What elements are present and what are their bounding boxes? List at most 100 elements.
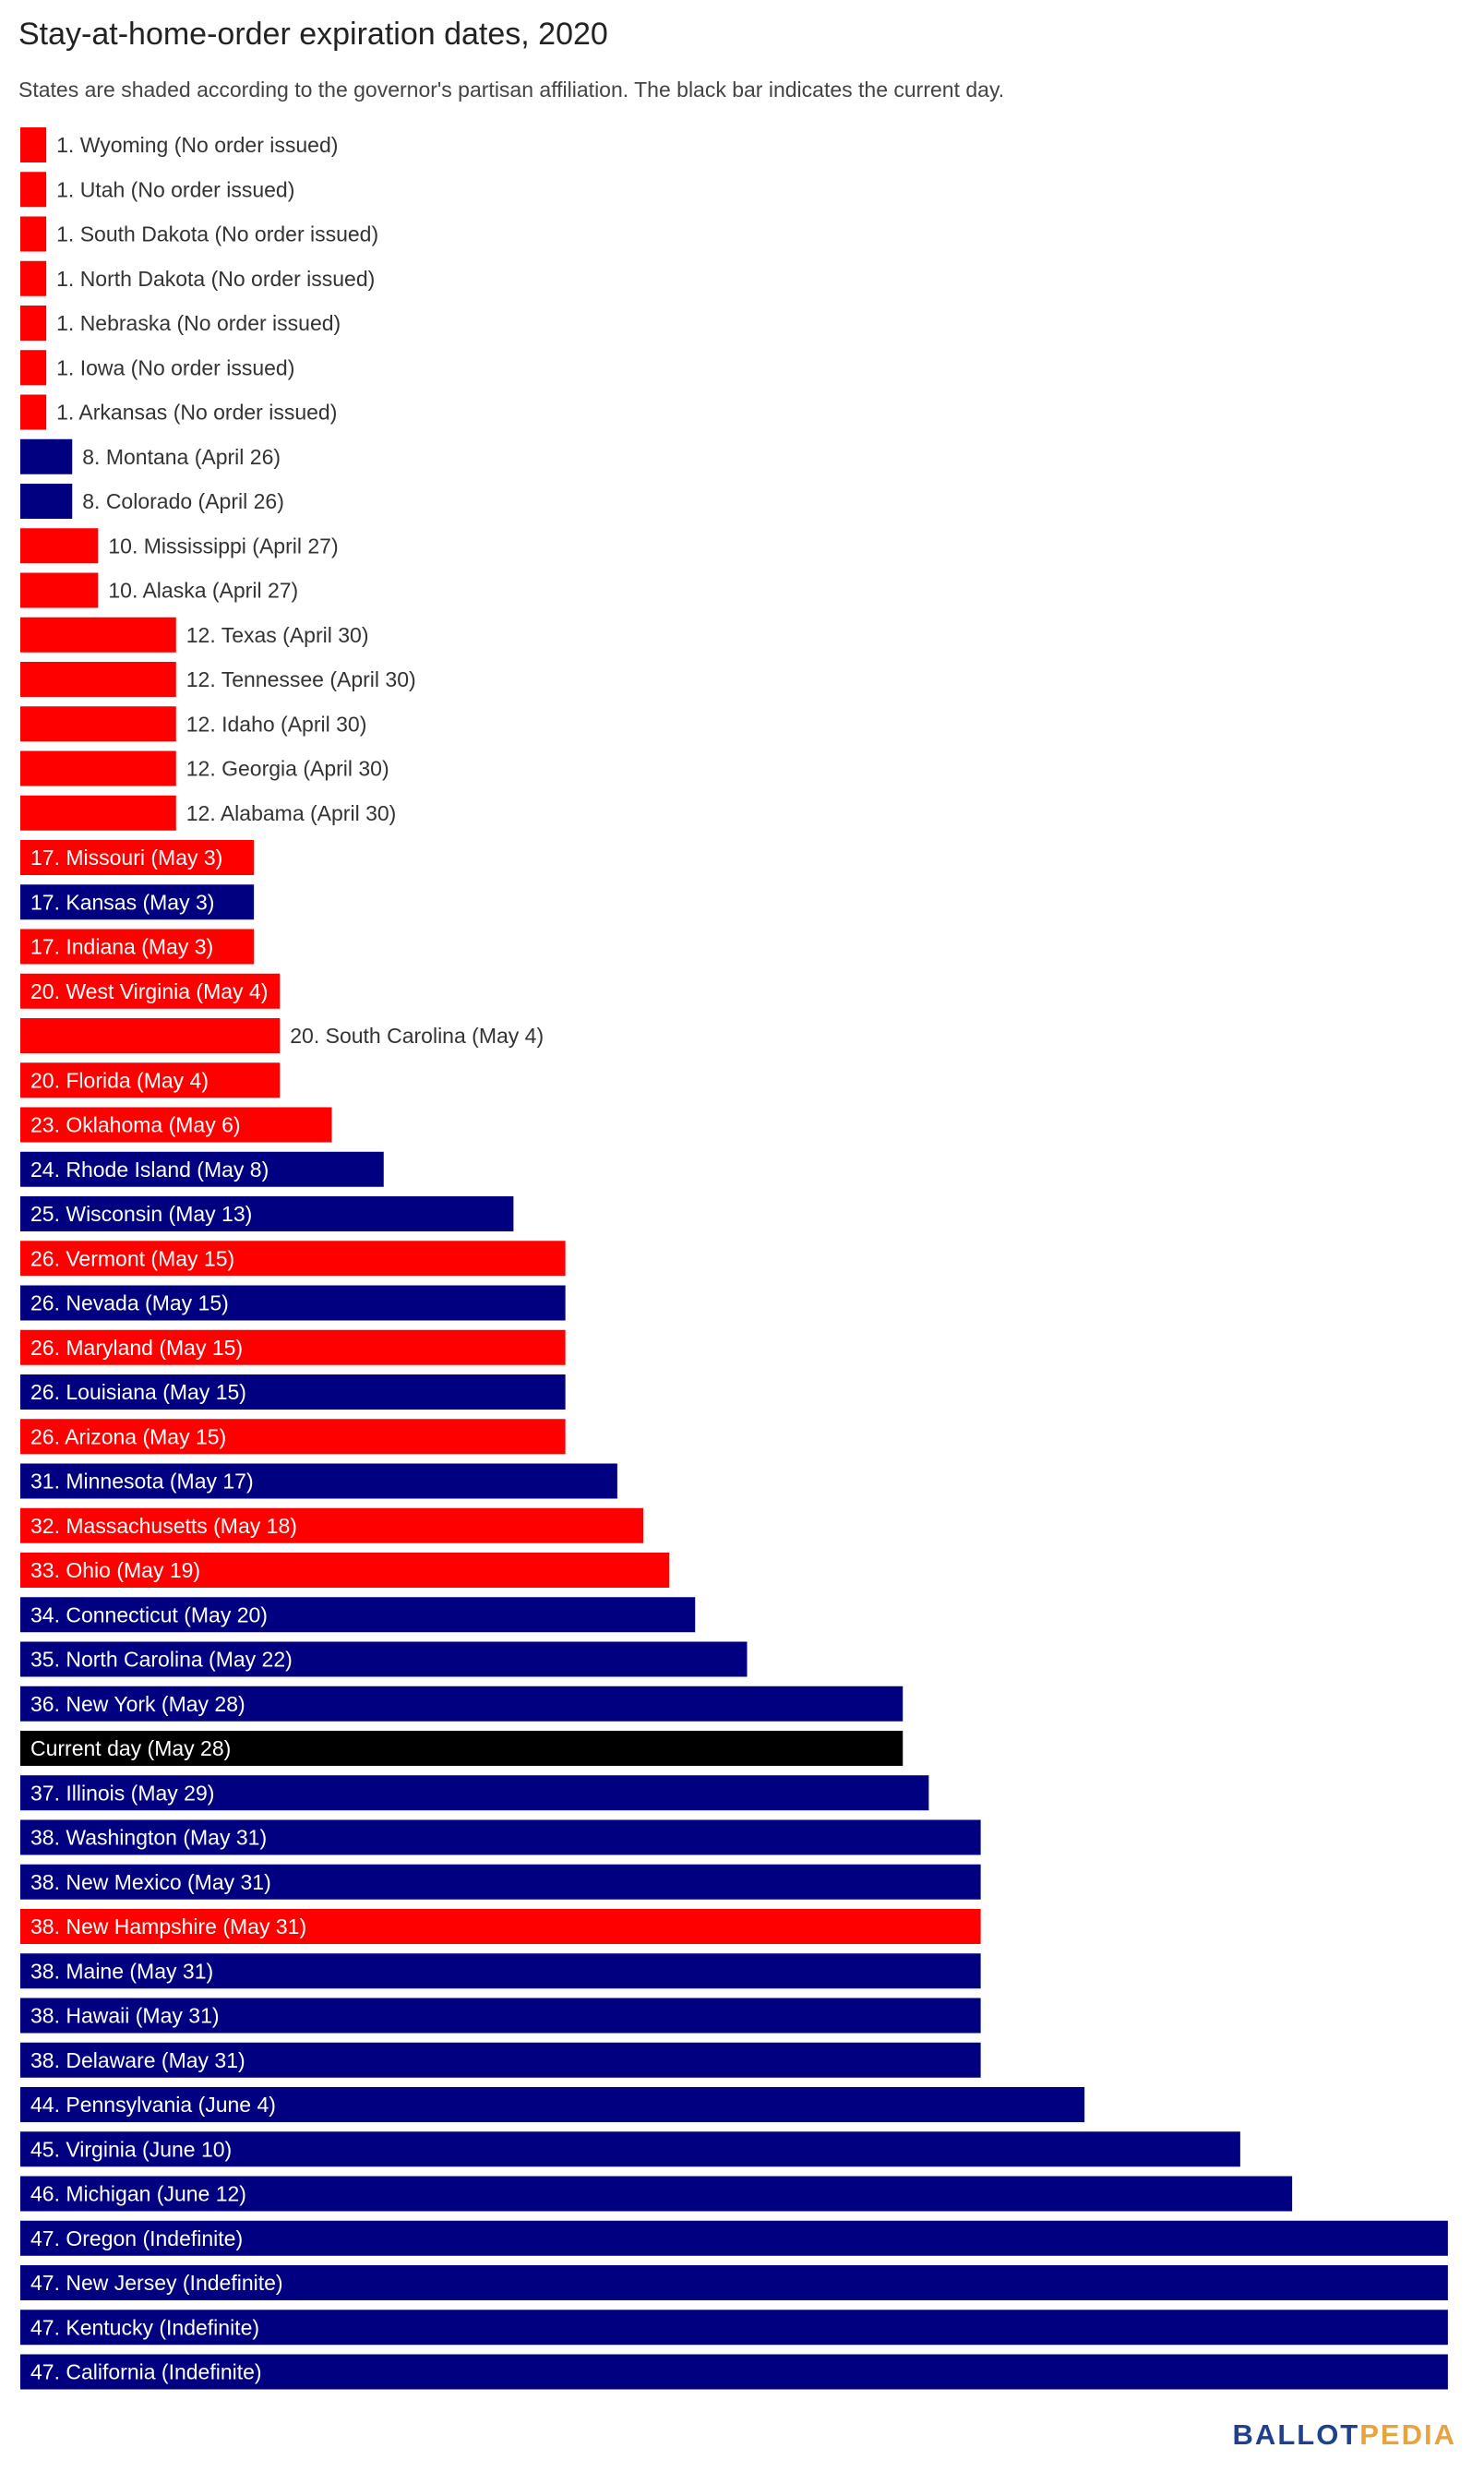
bar-label: 1. Arkansas (No order issued) — [56, 401, 337, 425]
bar-label: 38. Maine (May 31) — [30, 1959, 213, 1983]
bar — [20, 1775, 929, 1811]
bar-label: 1. Wyoming (No order issued) — [56, 133, 338, 157]
bar — [20, 127, 47, 162]
bar-label: 26. Nevada (May 15) — [30, 1291, 229, 1315]
bar — [20, 2354, 1448, 2390]
bar-label: 10. Mississippi (April 27) — [108, 534, 338, 558]
bar — [20, 216, 47, 252]
bar-label: 33. Ohio (May 19) — [30, 1558, 200, 1582]
bar — [20, 973, 281, 1009]
bar-label: 1. North Dakota (No order issued) — [56, 267, 375, 291]
bar-label: 46. Michigan (June 12) — [30, 2182, 246, 2206]
bar-label: 31. Minnesota (May 17) — [30, 1470, 254, 1494]
bar — [20, 2131, 1240, 2167]
bar-label: 47. New Jersey (Indefinite) — [30, 2271, 283, 2295]
bar — [20, 572, 99, 608]
bar — [20, 1507, 643, 1543]
bar-label: 47. Oregon (Indefinite) — [30, 2226, 243, 2250]
bar — [20, 2310, 1448, 2346]
bar-label: 17. Missouri (May 3) — [30, 846, 222, 870]
bar — [20, 350, 47, 386]
bar — [20, 1998, 981, 2034]
bar — [20, 1062, 281, 1098]
bar-label: 12. Georgia (April 30) — [186, 757, 389, 781]
bar — [20, 1641, 748, 1677]
bar — [20, 172, 47, 208]
bar-label: 26. Louisiana (May 15) — [30, 1380, 246, 1404]
bar — [20, 1196, 514, 1231]
bar — [20, 528, 99, 564]
bar — [20, 706, 176, 742]
bar — [20, 1463, 617, 1499]
bar — [20, 1107, 332, 1143]
bar-label: 8. Colorado (April 26) — [82, 489, 284, 513]
bar — [20, 2176, 1293, 2212]
bar — [20, 617, 176, 653]
bar — [20, 1553, 670, 1588]
bar-label: 26. Maryland (May 15) — [30, 1336, 243, 1360]
bar — [20, 2220, 1448, 2256]
bar-label: 26. Vermont (May 15) — [30, 1246, 234, 1270]
bar — [20, 1285, 566, 1321]
bar-label: 1. Nebraska (No order issued) — [56, 311, 341, 335]
bar — [20, 840, 255, 875]
bar-label: 47. Kentucky (Indefinite) — [30, 2315, 259, 2339]
bar-label: 10. Alaska (April 27) — [108, 579, 298, 603]
bar-label: 8. Montana (April 26) — [82, 445, 281, 469]
bar — [20, 1419, 566, 1455]
bar — [20, 1597, 696, 1633]
bar-label: 32. Massachusetts (May 18) — [30, 1514, 297, 1538]
bar — [20, 1864, 981, 1900]
bar — [20, 394, 47, 430]
bar — [20, 884, 255, 920]
bar-label: 26. Arizona (May 15) — [30, 1424, 226, 1448]
bar-label: 12. Alabama (April 30) — [186, 801, 397, 825]
bar-label: 1. Iowa (No order issued) — [56, 355, 294, 379]
chart-title: Stay-at-home-order expiration dates, 202… — [18, 17, 608, 52]
bar-label: 23. Oklahoma (May 6) — [30, 1113, 241, 1137]
bar-label: 45. Virginia (June 10) — [30, 2137, 232, 2161]
bar — [20, 2265, 1448, 2300]
bar — [20, 1329, 566, 1365]
bar-label: 38. New Hampshire (May 31) — [30, 1914, 306, 1938]
bar — [20, 1018, 281, 1053]
bar-label: 12. Tennessee (April 30) — [186, 667, 416, 691]
bar — [20, 662, 176, 697]
bar-label: 20. Florida (May 4) — [30, 1068, 209, 1092]
bar — [20, 750, 176, 786]
logo-part2: PEDIA — [1359, 2418, 1456, 2451]
bar — [20, 2087, 1085, 2122]
bar — [20, 1151, 384, 1187]
bar — [20, 1819, 981, 1855]
bar-label: 38. Delaware (May 31) — [30, 2048, 245, 2072]
bar — [20, 1241, 566, 1277]
bar-label: 12. Texas (April 30) — [186, 623, 369, 647]
bar — [20, 1374, 566, 1410]
bar-label: 20. South Carolina (May 4) — [290, 1024, 544, 1048]
bar-label: 38. Hawaii (May 31) — [30, 2004, 220, 2028]
bar — [20, 2042, 981, 2078]
bar — [20, 306, 47, 341]
bar-label: 25. Wisconsin (May 13) — [30, 1202, 252, 1226]
bar-label: 37. Illinois (May 29) — [30, 1781, 214, 1805]
bar-label: 1. South Dakota (No order issued) — [56, 222, 378, 246]
bar — [20, 795, 176, 831]
bar-label: Current day (May 28) — [30, 1736, 231, 1760]
logo-part1: BALLOT — [1232, 2418, 1360, 2451]
bar — [20, 260, 47, 296]
bar-label: 38. Washington (May 31) — [30, 1826, 267, 1850]
bar-label: 34. Connecticut (May 20) — [30, 1602, 268, 1626]
current-day-bar — [20, 1731, 904, 1766]
bar-label: 44. Pennsylvania (June 4) — [30, 2093, 276, 2117]
ballotpedia-logo: BALLOTPEDIA — [1233, 2418, 1456, 2452]
bar-label: 12. Idaho (April 30) — [186, 712, 367, 736]
bar — [20, 484, 73, 519]
bar-label: 20. West Virginia (May 4) — [30, 979, 268, 1003]
bar-label: 36. New York (May 28) — [30, 1692, 245, 1716]
bar-label: 35. North Carolina (May 22) — [30, 1648, 293, 1672]
bar-label: 1. Utah (No order issued) — [56, 177, 294, 201]
bar — [20, 1953, 981, 1989]
bar-label: 47. California (Indefinite) — [30, 2360, 262, 2384]
chart-subtitle: States are shaded according to the gover… — [18, 78, 1005, 102]
bar-label: 24. Rhode Island (May 8) — [30, 1158, 269, 1182]
